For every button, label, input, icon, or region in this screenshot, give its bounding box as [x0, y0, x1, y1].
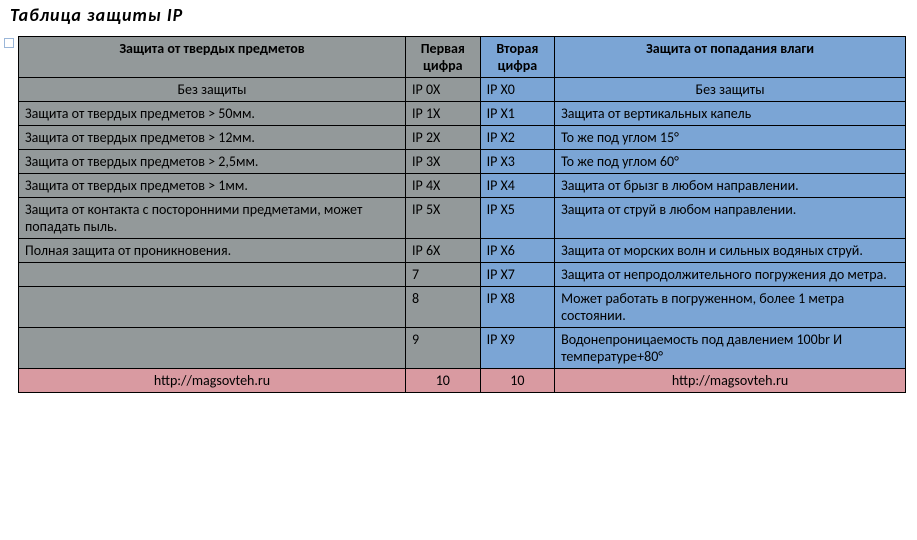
- cell-second-digit: IP X4: [480, 174, 555, 198]
- cell-left: Защита от твердых предметов > 2,5мм.: [19, 150, 406, 174]
- cell-first-digit: IP 5X: [406, 198, 481, 239]
- cell-second-digit: IP X6: [480, 239, 555, 263]
- table-row: Защита от контакта с посторонними предме…: [19, 198, 906, 239]
- cell-right: Защита от струй в любом направлении.: [555, 198, 906, 239]
- header-row: Защита от твердых предметов Первая цифра…: [19, 37, 906, 78]
- table-container: Защита от твердых предметов Первая цифра…: [18, 36, 906, 393]
- cell-right: Защита от вертикальных капель: [555, 102, 906, 126]
- cell-first-digit: 7: [406, 263, 481, 287]
- header-right: Защита от попадания влаги: [555, 37, 906, 78]
- footer-right-link[interactable]: http://magsovteh.ru: [555, 369, 906, 393]
- table-row: Защита от твердых предметов > 2,5мм.IP 3…: [19, 150, 906, 174]
- table-body: Без защитыIP 0XIP X0Без защитыЗащита от …: [19, 78, 906, 369]
- cell-first-digit: 8: [406, 287, 481, 328]
- ip-protection-table: Защита от твердых предметов Первая цифра…: [18, 36, 906, 393]
- cell-first-digit: 9: [406, 328, 481, 369]
- footer-c1: 10: [406, 369, 481, 393]
- cell-left: [19, 263, 406, 287]
- table-row: 9IP X9Водонепроницаемость под давлением …: [19, 328, 906, 369]
- cell-right: Без защиты: [555, 78, 906, 102]
- cell-right: То же под углом 15°: [555, 126, 906, 150]
- footer-row: http://magsovteh.ru 10 10 http://magsovt…: [19, 369, 906, 393]
- cell-first-digit: IP 2X: [406, 126, 481, 150]
- table-row: Полная защита от проникновения.IP 6XIP X…: [19, 239, 906, 263]
- footer-left-link[interactable]: http://magsovteh.ru: [19, 369, 406, 393]
- cell-first-digit: IP 6X: [406, 239, 481, 263]
- cell-left: [19, 287, 406, 328]
- cell-first-digit: IP 0X: [406, 78, 481, 102]
- cell-left: [19, 328, 406, 369]
- cell-left: Полная защита от проникновения.: [19, 239, 406, 263]
- cell-left: Без защиты: [19, 78, 406, 102]
- table-row: Без защитыIP 0XIP X0Без защиты: [19, 78, 906, 102]
- cell-right: То же под углом 60°: [555, 150, 906, 174]
- cell-second-digit: IP X1: [480, 102, 555, 126]
- cell-second-digit: IP X7: [480, 263, 555, 287]
- cell-second-digit: IP X9: [480, 328, 555, 369]
- table-row: Защита от твердых предметов > 50мм.IP 1X…: [19, 102, 906, 126]
- cell-right: Водонепроницаемость под давлением 100br …: [555, 328, 906, 369]
- cell-left: Защита от твердых предметов > 12мм.: [19, 126, 406, 150]
- cell-first-digit: IP 4X: [406, 174, 481, 198]
- cell-left: Защита от твердых предметов > 1мм.: [19, 174, 406, 198]
- header-left: Защита от твердых предметов: [19, 37, 406, 78]
- cell-second-digit: IP X3: [480, 150, 555, 174]
- cell-second-digit: IP X0: [480, 78, 555, 102]
- cell-first-digit: IP 1X: [406, 102, 481, 126]
- cell-right: Защита от непродолжительного погружения …: [555, 263, 906, 287]
- cell-right: Защита от брызг в любом направлении.: [555, 174, 906, 198]
- header-second-digit: Вторая цифра: [480, 37, 555, 78]
- cell-right: Защита от морских волн и сильных водяных…: [555, 239, 906, 263]
- cell-second-digit: IP X8: [480, 287, 555, 328]
- footer-c2: 10: [480, 369, 555, 393]
- cell-second-digit: IP X5: [480, 198, 555, 239]
- anchor-marker: [4, 38, 14, 48]
- table-row: Защита от твердых предметов > 1мм.IP 4XI…: [19, 174, 906, 198]
- cell-right: Может работать в погруженном, более 1 ме…: [555, 287, 906, 328]
- cell-first-digit: IP 3X: [406, 150, 481, 174]
- table-row: 8IP X8Может работать в погруженном, боле…: [19, 287, 906, 328]
- header-first-digit: Первая цифра: [406, 37, 481, 78]
- cell-left: Защита от твердых предметов > 50мм.: [19, 102, 406, 126]
- table-row: 7IP X7Защита от непродолжительного погру…: [19, 263, 906, 287]
- cell-second-digit: IP X2: [480, 126, 555, 150]
- table-row: Защита от твердых предметов > 12мм.IP 2X…: [19, 126, 906, 150]
- cell-left: Защита от контакта с посторонними предме…: [19, 198, 406, 239]
- page-title: Таблица защиты IP: [10, 4, 913, 26]
